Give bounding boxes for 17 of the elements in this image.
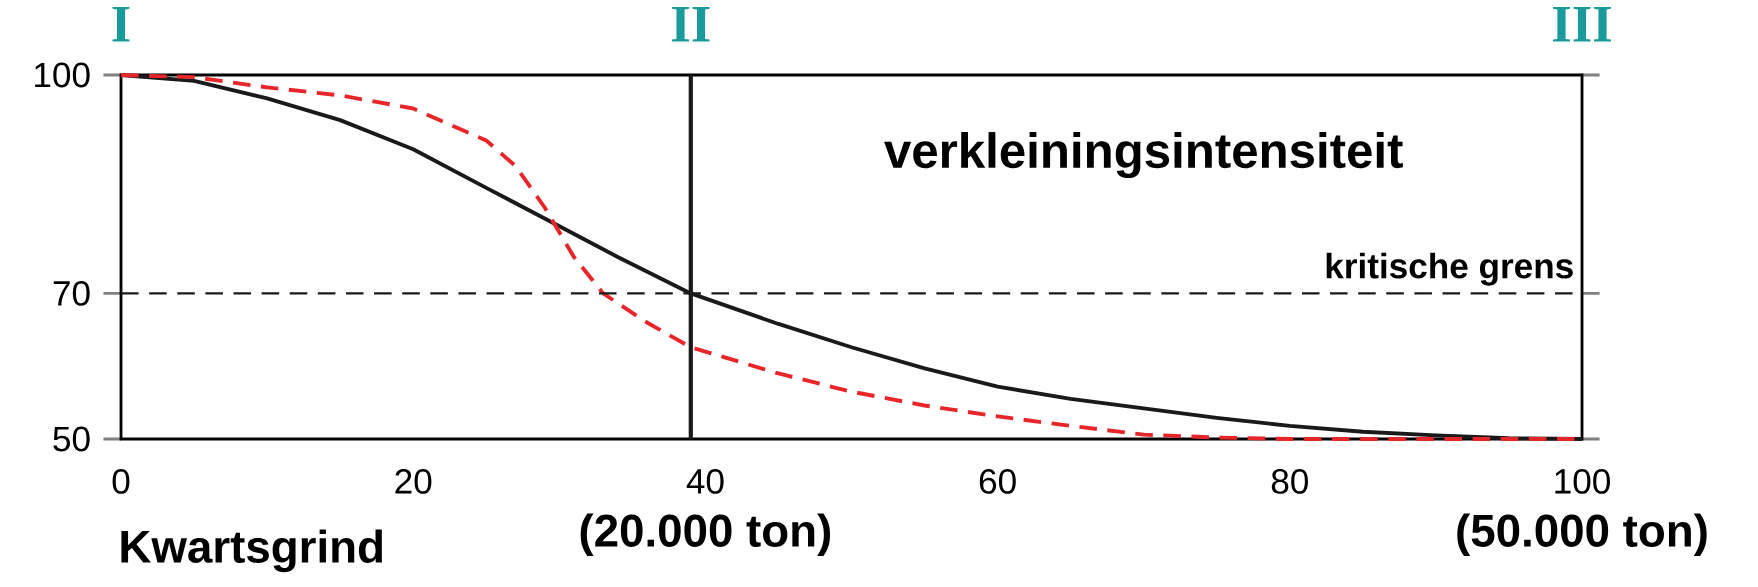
x-axis-title: Kwartsgrind: [121, 529, 382, 573]
x-tick-label: 20: [395, 468, 432, 494]
annotation: verkleiningsintensiteit: [884, 132, 1403, 179]
y-tick-label: 50: [53, 426, 90, 452]
y-tick-label: 70: [53, 280, 90, 306]
x-tick-label: 60: [979, 468, 1016, 494]
y-tick-label: 100: [35, 62, 90, 88]
ref-line-label: kritische grens: [1326, 252, 1573, 286]
text: III: [1553, 6, 1611, 42]
ref-line-label: II: [672, 6, 710, 42]
x-tick-label: 0: [112, 468, 130, 494]
text: (50.000 ton): [1457, 513, 1707, 556]
x-tick-label: 100: [1555, 468, 1610, 494]
text: I: [112, 6, 130, 42]
text: (20.000 ton): [580, 513, 831, 556]
x-tick-label: 40: [686, 468, 724, 494]
x-tick-label: 80: [1271, 468, 1308, 494]
